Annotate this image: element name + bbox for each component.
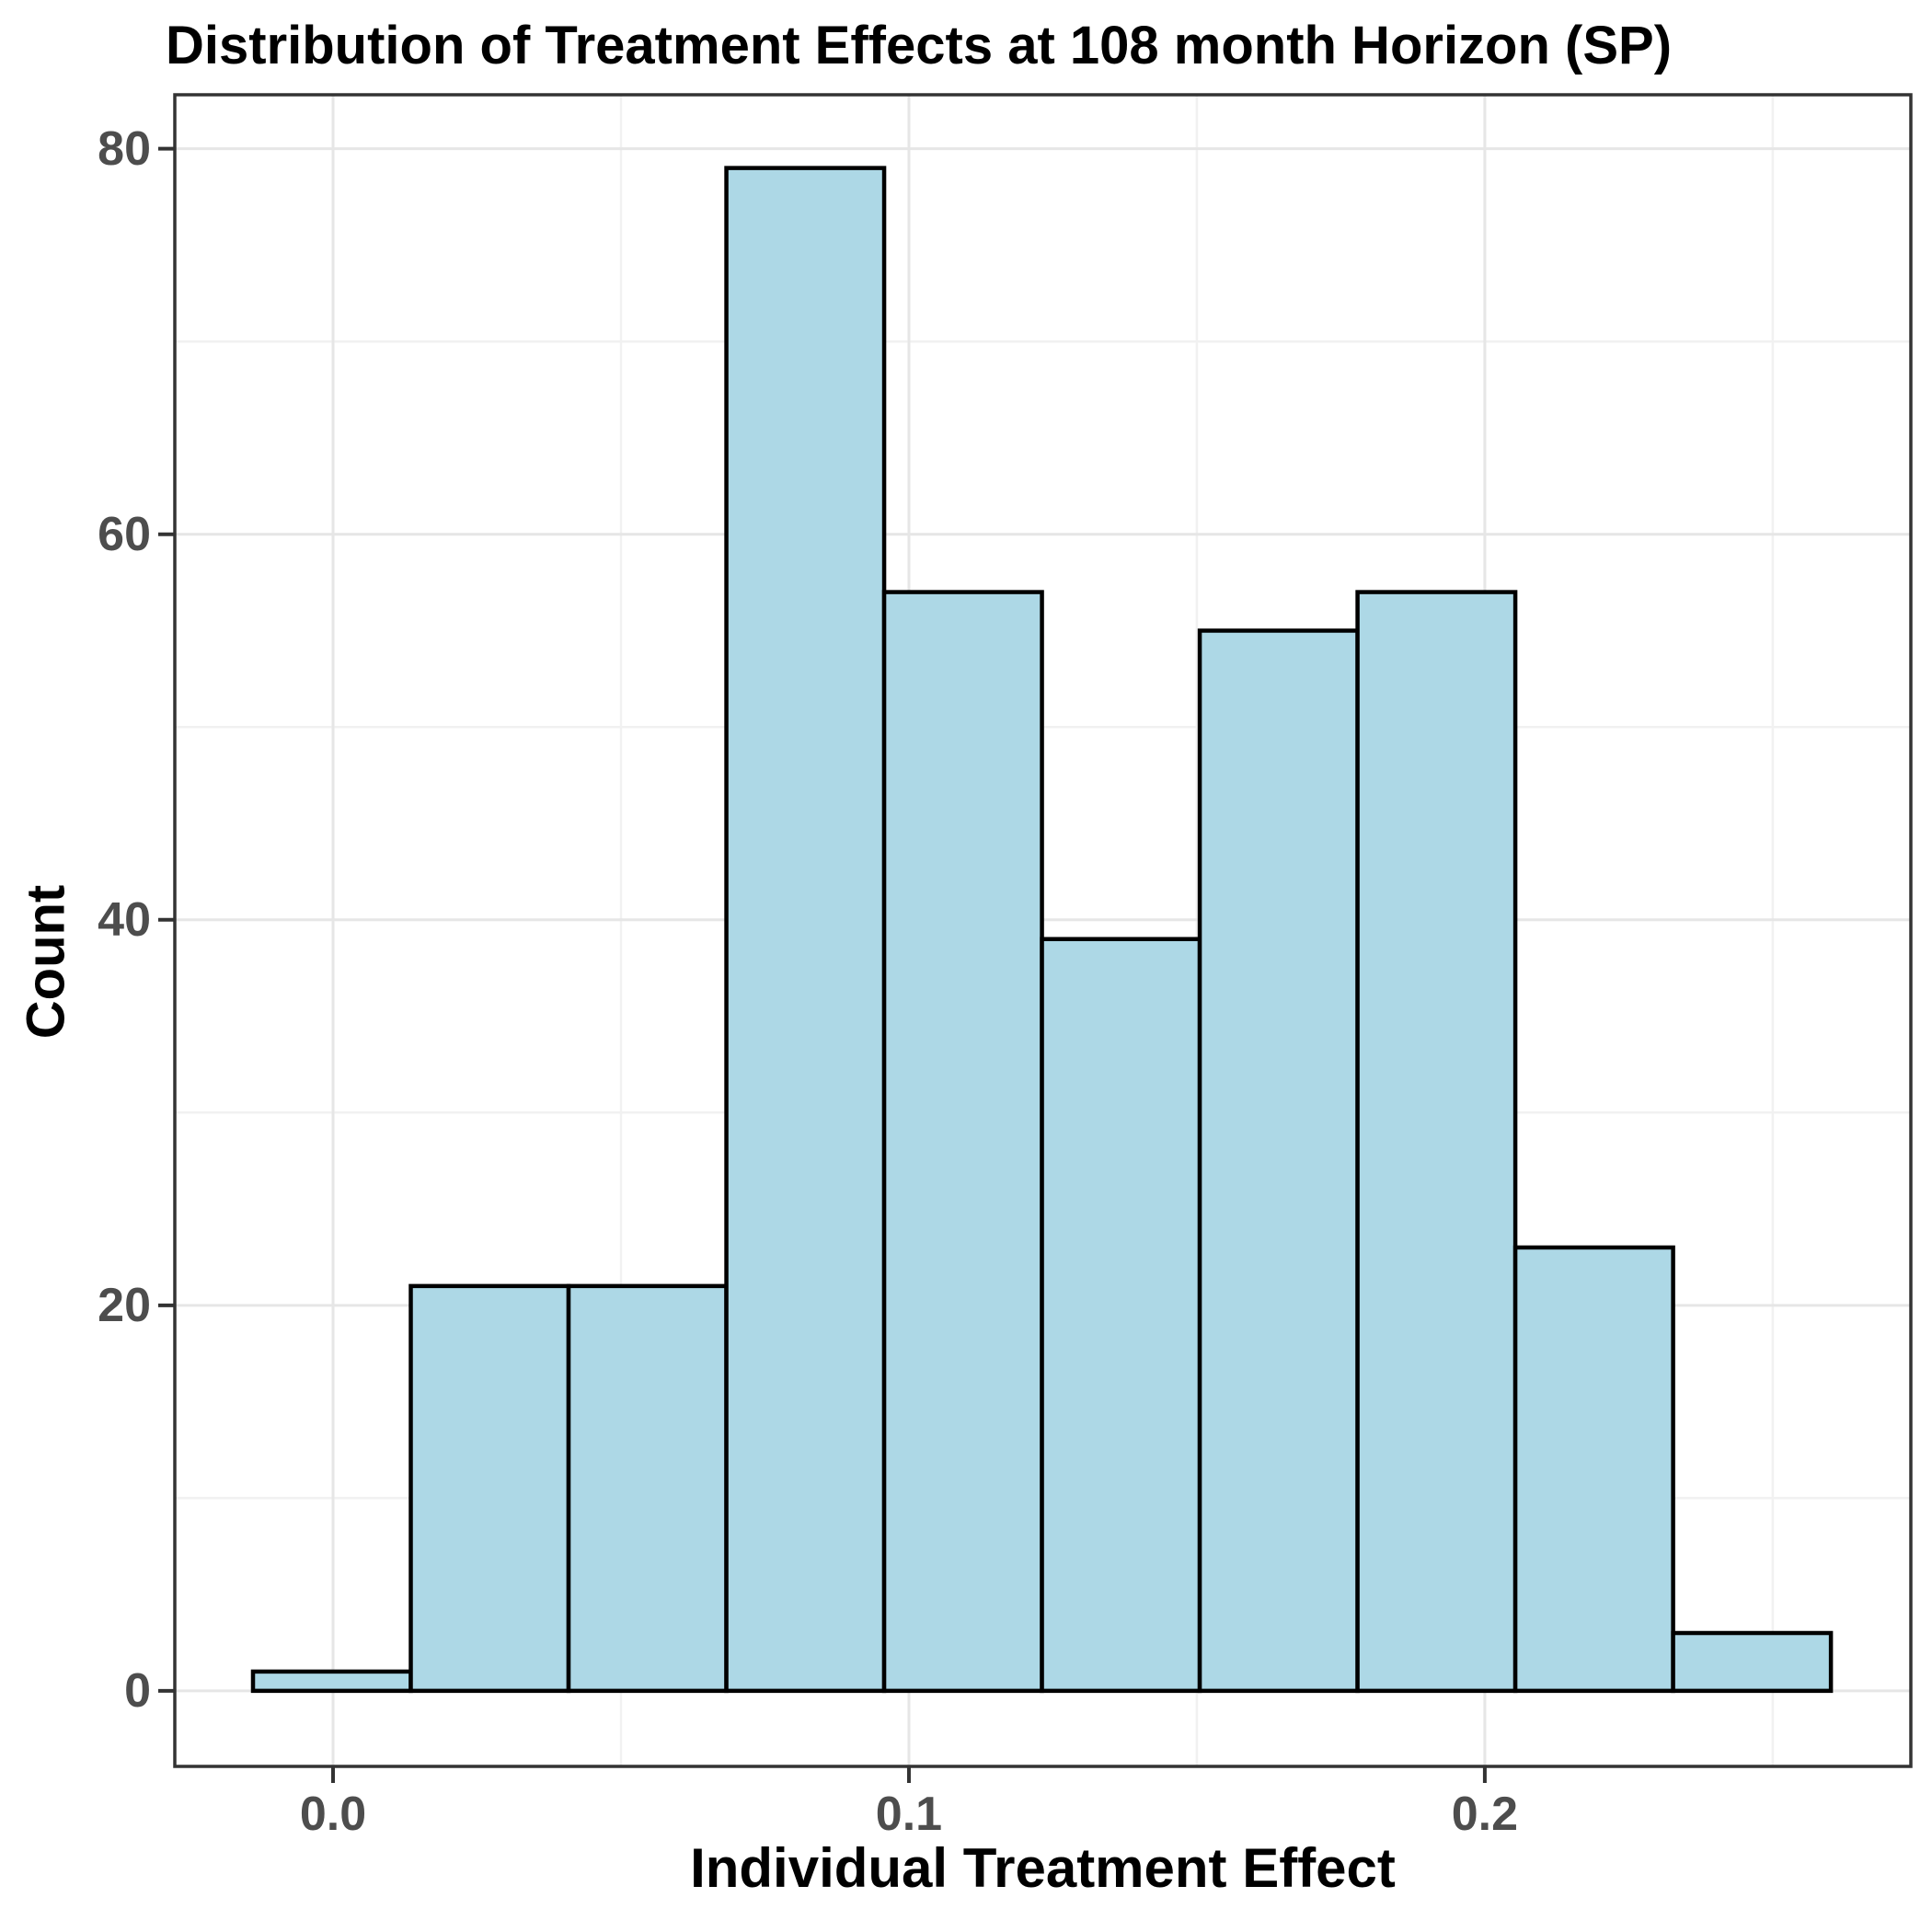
y-tick-label: 60 — [98, 507, 151, 561]
histogram-bar — [250, 1669, 413, 1694]
y-axis-title: Count — [16, 884, 76, 1040]
x-tick-label: 0.2 — [1451, 1788, 1519, 1841]
y-tick-label: 40 — [98, 892, 151, 947]
histogram-bar — [1197, 628, 1360, 1694]
histogram-bar — [408, 1283, 571, 1694]
histogram-bar — [724, 166, 887, 1694]
panel-border — [173, 93, 1913, 1768]
y-tick-label: 80 — [98, 121, 151, 176]
histogram-bar — [1040, 937, 1202, 1694]
x-tick-label: 0.1 — [875, 1788, 943, 1841]
histogram-bar — [566, 1283, 729, 1694]
y-tick-label: 0 — [124, 1663, 151, 1718]
chart-title: Distribution of Treatment Effects at 108… — [166, 16, 1673, 75]
histogram-bar — [1512, 1245, 1675, 1694]
x-tick-label: 0.0 — [299, 1788, 367, 1841]
histogram-bar — [1671, 1630, 1834, 1694]
histogram-bar — [1355, 590, 1518, 1694]
y-tick-label: 20 — [98, 1278, 151, 1332]
x-axis-title: Individual Treatment Effect — [690, 1837, 1396, 1899]
histogram-bar — [881, 590, 1044, 1694]
